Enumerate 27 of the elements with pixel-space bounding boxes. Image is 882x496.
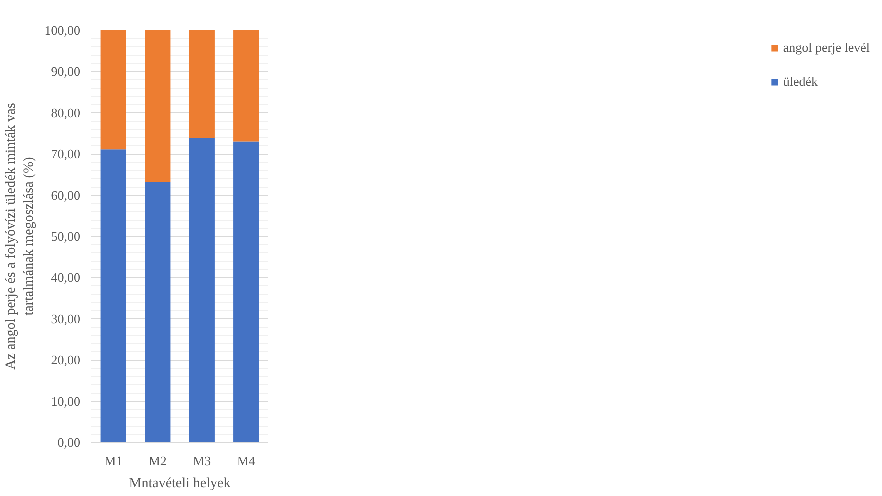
y-tick-label: 90,00	[51, 64, 80, 80]
x-tick-label: M4	[237, 454, 256, 468]
legend-label: angol perje levél	[783, 40, 870, 56]
y-tick-label: 60,00	[51, 188, 80, 203]
x-tick-label: M1	[104, 454, 123, 468]
y-tick-label: 20,00	[51, 352, 80, 368]
bar	[145, 182, 171, 442]
x-tick-label: M2	[148, 454, 167, 468]
x-axis-title: Mntavételi helyek	[129, 476, 231, 492]
bar	[189, 30, 215, 138]
y-axis-title: Az angol perje és a folyóvízi üledék minták vas tartalmának megoszlása (%)	[4, 103, 37, 370]
bar	[234, 142, 260, 442]
y-tick-label: 50,00	[51, 229, 80, 244]
x-tick-label: M3	[193, 454, 212, 468]
y-tick-label: 0,00	[58, 435, 80, 450]
bar	[145, 30, 171, 182]
y-tick-label: 80,00	[51, 105, 80, 120]
y-tick-label: 10,00	[51, 394, 80, 409]
bar	[100, 30, 126, 150]
bar	[189, 138, 215, 442]
y-tick-label: 40,00	[51, 270, 80, 286]
bar	[234, 30, 260, 142]
y-tick-label: 100,00	[44, 23, 80, 38]
y-tick-label: 30,00	[51, 311, 80, 326]
legend-label: üledék	[783, 74, 818, 90]
y-tick-label: 70,00	[51, 146, 80, 162]
bar	[100, 150, 126, 442]
